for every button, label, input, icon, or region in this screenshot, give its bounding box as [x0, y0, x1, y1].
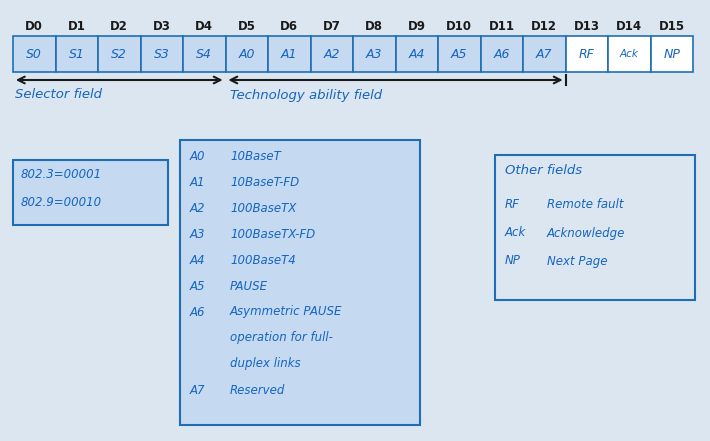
Text: A0: A0: [190, 149, 205, 162]
Text: Technology ability field: Technology ability field: [231, 89, 383, 101]
Text: D15: D15: [659, 19, 685, 33]
Bar: [481, 36, 523, 72]
Text: A1: A1: [190, 176, 205, 188]
Text: 100BaseTX: 100BaseTX: [230, 202, 296, 214]
Text: 100BaseT4: 100BaseT4: [230, 254, 296, 266]
Bar: [608, 36, 650, 72]
Text: S0: S0: [26, 48, 42, 60]
Text: D13: D13: [574, 19, 600, 33]
Bar: [98, 36, 141, 72]
Text: Next Page: Next Page: [547, 254, 608, 268]
Text: A5: A5: [190, 280, 205, 292]
Text: PAUSE: PAUSE: [230, 280, 268, 292]
Text: RF: RF: [579, 48, 595, 60]
Text: 802.9=00010: 802.9=00010: [21, 195, 102, 209]
Text: A4: A4: [190, 254, 205, 266]
Bar: [495, 155, 695, 300]
Bar: [310, 36, 353, 72]
Text: S2: S2: [111, 48, 127, 60]
Text: 100BaseTX-FD: 100BaseTX-FD: [230, 228, 315, 240]
Text: duplex links: duplex links: [230, 358, 300, 370]
Text: Other fields: Other fields: [505, 164, 582, 177]
Text: D9: D9: [408, 19, 426, 33]
Text: D6: D6: [280, 19, 298, 33]
Bar: [55, 36, 98, 72]
Text: A5: A5: [451, 48, 467, 60]
Text: S1: S1: [69, 48, 84, 60]
Text: A6: A6: [190, 306, 205, 318]
Text: Remote fault: Remote fault: [547, 198, 623, 212]
Text: A3: A3: [366, 48, 383, 60]
Text: operation for full-: operation for full-: [230, 332, 333, 344]
Bar: [13, 36, 55, 72]
Text: A2: A2: [324, 48, 340, 60]
Text: D14: D14: [616, 19, 643, 33]
Bar: [650, 36, 693, 72]
Text: D0: D0: [26, 19, 43, 33]
Text: Ack: Ack: [620, 49, 639, 59]
Bar: [226, 36, 268, 72]
Text: D4: D4: [195, 19, 213, 33]
Bar: [395, 36, 438, 72]
Text: D8: D8: [365, 19, 383, 33]
Text: A3: A3: [190, 228, 205, 240]
Text: 10BaseT: 10BaseT: [230, 149, 280, 162]
Text: A2: A2: [190, 202, 205, 214]
Text: A7: A7: [536, 48, 552, 60]
Bar: [13, 160, 168, 225]
Text: Acknowledge: Acknowledge: [547, 227, 626, 239]
Bar: [268, 36, 310, 72]
Text: A1: A1: [281, 48, 297, 60]
Text: A6: A6: [493, 48, 510, 60]
Text: D1: D1: [68, 19, 86, 33]
Bar: [141, 36, 183, 72]
Text: A4: A4: [408, 48, 425, 60]
Text: D2: D2: [110, 19, 129, 33]
Bar: [523, 36, 565, 72]
Bar: [183, 36, 226, 72]
Text: A0: A0: [239, 48, 255, 60]
Text: D12: D12: [531, 19, 557, 33]
Text: Asymmetric PAUSE: Asymmetric PAUSE: [230, 306, 342, 318]
Bar: [438, 36, 481, 72]
Text: 802.3=00001: 802.3=00001: [21, 168, 102, 180]
Bar: [180, 140, 420, 425]
Text: D10: D10: [447, 19, 472, 33]
Bar: [565, 36, 608, 72]
Text: S3: S3: [154, 48, 170, 60]
Text: RF: RF: [505, 198, 520, 212]
Text: Selector field: Selector field: [15, 89, 102, 101]
Text: S4: S4: [196, 48, 212, 60]
Text: NP: NP: [663, 48, 680, 60]
Text: D5: D5: [238, 19, 256, 33]
Text: Reserved: Reserved: [230, 384, 285, 396]
Text: D7: D7: [323, 19, 341, 33]
Text: NP: NP: [505, 254, 521, 268]
Text: D3: D3: [153, 19, 170, 33]
Bar: [353, 36, 395, 72]
Text: 10BaseT-FD: 10BaseT-FD: [230, 176, 299, 188]
Text: A7: A7: [190, 384, 205, 396]
Text: Ack: Ack: [505, 227, 526, 239]
Text: D11: D11: [488, 19, 515, 33]
